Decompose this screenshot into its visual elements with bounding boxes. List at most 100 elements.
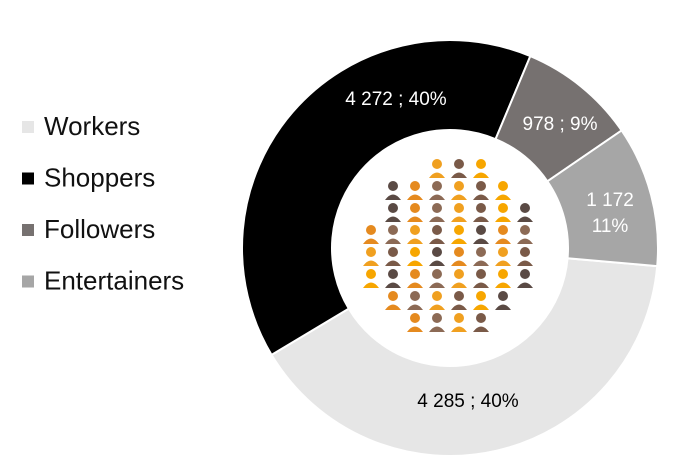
person-head	[388, 247, 398, 257]
legend-swatch	[22, 275, 34, 288]
legend-swatch	[22, 224, 34, 236]
person-body	[429, 172, 445, 178]
person-body	[429, 304, 445, 310]
person-head	[432, 225, 442, 235]
person-body	[429, 194, 445, 200]
person-body	[385, 304, 401, 310]
person-body	[495, 216, 511, 222]
person-body	[385, 216, 401, 222]
person-head	[476, 181, 486, 191]
person-head	[476, 159, 486, 169]
person-body	[451, 172, 467, 178]
person-head	[410, 203, 420, 213]
person-body	[407, 326, 423, 332]
person-head	[366, 247, 376, 257]
person-head	[432, 291, 442, 301]
person-body	[429, 260, 445, 266]
person-body	[451, 238, 467, 244]
person-body	[407, 194, 423, 200]
person-body	[451, 304, 467, 310]
person-head	[498, 181, 508, 191]
person-head	[410, 225, 420, 235]
person-body	[517, 260, 533, 266]
donut-slice	[241, 39, 532, 357]
person-body	[451, 326, 467, 332]
person-head	[498, 203, 508, 213]
person-body	[495, 194, 511, 200]
person-body	[473, 304, 489, 310]
person-head	[410, 313, 420, 323]
person-body	[363, 260, 379, 266]
person-head	[410, 269, 420, 279]
person-body	[385, 194, 401, 200]
person-body	[407, 282, 423, 288]
legend-swatch	[22, 172, 34, 185]
person-head	[476, 269, 486, 279]
person-body	[517, 216, 533, 222]
person-head	[520, 225, 530, 235]
person-body	[473, 172, 489, 178]
person-body	[407, 216, 423, 222]
person-head	[498, 247, 508, 257]
person-body	[451, 260, 467, 266]
person-head	[454, 269, 464, 279]
person-body	[473, 216, 489, 222]
donut-slice	[545, 129, 659, 268]
person-head	[454, 181, 464, 191]
person-body	[473, 282, 489, 288]
legend-label: Shoppers	[44, 162, 155, 192]
data-label: 4 285 ; 40%	[417, 391, 519, 412]
person-head	[454, 247, 464, 257]
person-head	[366, 225, 376, 235]
legend-swatch	[22, 121, 34, 133]
person-body	[429, 282, 445, 288]
person-body	[451, 282, 467, 288]
legend-label: Entertainers	[44, 265, 184, 295]
person-body	[495, 304, 511, 310]
person-head	[432, 159, 442, 169]
person-body	[407, 304, 423, 310]
person-body	[451, 194, 467, 200]
person-head	[454, 203, 464, 213]
center-illustration	[363, 159, 533, 332]
person-body	[473, 238, 489, 244]
person-body	[385, 238, 401, 244]
person-head	[476, 291, 486, 301]
person-body	[517, 282, 533, 288]
data-label: 11%	[592, 216, 629, 237]
person-body	[473, 194, 489, 200]
person-body	[495, 238, 511, 244]
person-head	[432, 269, 442, 279]
person-head	[432, 181, 442, 191]
person-body	[495, 282, 511, 288]
person-body	[473, 260, 489, 266]
person-head	[476, 313, 486, 323]
person-head	[498, 225, 508, 235]
person-body	[407, 238, 423, 244]
person-head	[366, 269, 376, 279]
data-label: 4 272 ; 40%	[345, 89, 447, 110]
person-head	[410, 181, 420, 191]
person-head	[498, 269, 508, 279]
person-head	[388, 181, 398, 191]
person-body	[451, 216, 467, 222]
person-body	[363, 282, 379, 288]
person-head	[476, 203, 486, 213]
person-body	[517, 238, 533, 244]
person-head	[432, 313, 442, 323]
person-head	[454, 159, 464, 169]
person-head	[520, 247, 530, 257]
person-head	[388, 203, 398, 213]
person-head	[454, 225, 464, 235]
person-head	[498, 291, 508, 301]
person-head	[432, 247, 442, 257]
person-body	[385, 282, 401, 288]
person-head	[476, 247, 486, 257]
person-head	[388, 291, 398, 301]
person-body	[473, 326, 489, 332]
person-head	[432, 203, 442, 213]
person-body	[407, 260, 423, 266]
person-head	[388, 225, 398, 235]
person-head	[388, 269, 398, 279]
